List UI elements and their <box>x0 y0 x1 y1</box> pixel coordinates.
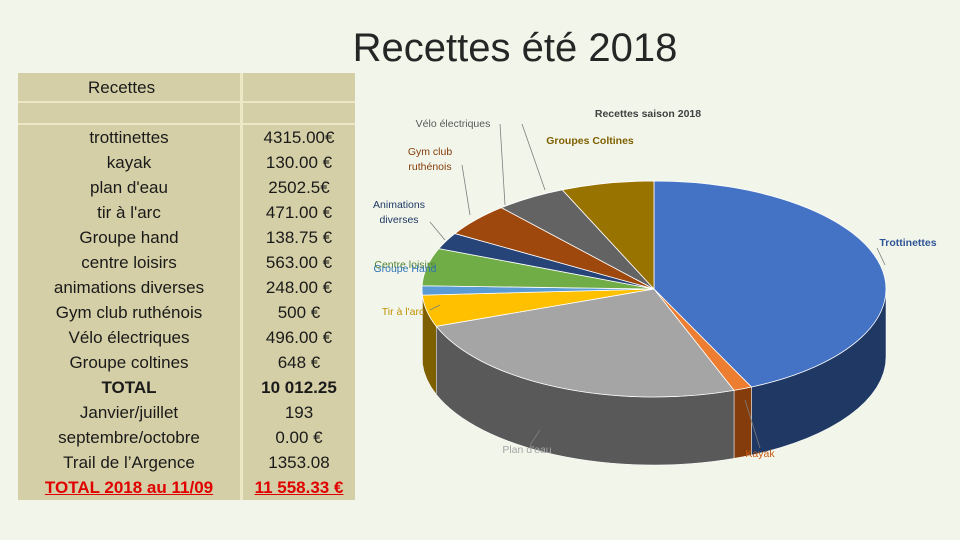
table-name-column: trottinettes kayak plan d'eau tir à l'arc Gr… <box>18 125 240 500</box>
table-divider <box>18 123 355 125</box>
label-animations-line1: Animations <box>373 199 425 211</box>
table-row-value: 2502.5€ <box>268 178 330 197</box>
table-header: Recettes <box>88 78 156 97</box>
table-row-name: TOTAL <box>101 378 157 397</box>
table-row-name: trottinettes <box>89 128 169 147</box>
label-velo: Vélo électriques <box>416 118 491 130</box>
table-row-value: 138.75 € <box>265 228 333 247</box>
label-gym-line1: Gym club <box>408 146 453 158</box>
table-row-name: centre loisirs <box>81 253 177 272</box>
label-groupe-hand: Groupe Hand <box>373 263 436 275</box>
table-row-name: Groupe hand <box>79 228 179 247</box>
table-value-column: 4315.00€ 130.00 € 2502.5€ 471.00 € 138.75 € 5… <box>243 125 355 500</box>
table-row-value: 1353.08 <box>268 453 330 472</box>
table-column-divider <box>240 73 243 500</box>
table-row-name: Gym club ruthénois <box>55 303 203 322</box>
table-row-name: septembre/octobre <box>58 428 200 447</box>
table-row-name: Groupe coltines <box>69 353 189 372</box>
table-row-name: TOTAL 2018 au 11/09 <box>44 478 214 497</box>
table-row-value: 4315.00€ <box>263 128 335 147</box>
table-row-value: 193 <box>284 403 314 422</box>
chart-title: Recettes saison 2018 <box>595 108 701 120</box>
table-row-value: 500 € <box>277 303 321 322</box>
revenue-table: Recettes trottinettes kayak plan d'eau tir … <box>18 73 355 500</box>
table-row-value: 563.00 € <box>265 253 333 272</box>
table-row-value: 471.00 € <box>265 203 333 222</box>
table-row-value: 10 012.25 <box>261 378 337 397</box>
pie-slice-trottinettes <box>653 180 887 388</box>
table-row-name: Janvier/juillet <box>79 403 179 422</box>
table-row-value: 0.00 € <box>275 428 323 447</box>
label-animations-line2: diverses <box>379 214 418 226</box>
table-row-name: animations diverses <box>53 278 205 297</box>
slide-title: Recettes été 2018 <box>352 26 678 70</box>
label-kayak: Kayak <box>745 448 775 460</box>
pie-slice-plan-d-eau <box>435 288 735 398</box>
table-row-name: kayak <box>106 153 152 172</box>
label-centre-loisirs: Centre loisirs <box>374 259 435 271</box>
table-row-value: 130.00 € <box>265 153 333 172</box>
table-row-value: 648 € <box>277 353 321 372</box>
table-row-name: tir à l'arc <box>97 203 161 222</box>
pie-slice-groupes-coltines <box>561 180 655 291</box>
label-trottinettes: Trottinettes <box>879 237 936 249</box>
label-gym-line2: ruthénois <box>408 161 451 173</box>
table-row-value: 11 558.33 € <box>254 478 344 497</box>
table-row-value: 248.00 € <box>265 278 333 297</box>
label-plan-eau: Plan d'eau <box>502 444 551 456</box>
table-row-name: Trail de l’Argence <box>63 453 195 472</box>
table-divider <box>18 101 355 103</box>
table-row-name: Vélo électriques <box>68 328 190 347</box>
label-coltines: Groupes Coltines <box>546 135 634 147</box>
table-row-name: plan d'eau <box>90 178 168 197</box>
label-tir-arc: Tir à l'arc <box>382 306 424 318</box>
table-row-value: 496.00 € <box>265 328 333 347</box>
leader-lines <box>429 123 886 449</box>
